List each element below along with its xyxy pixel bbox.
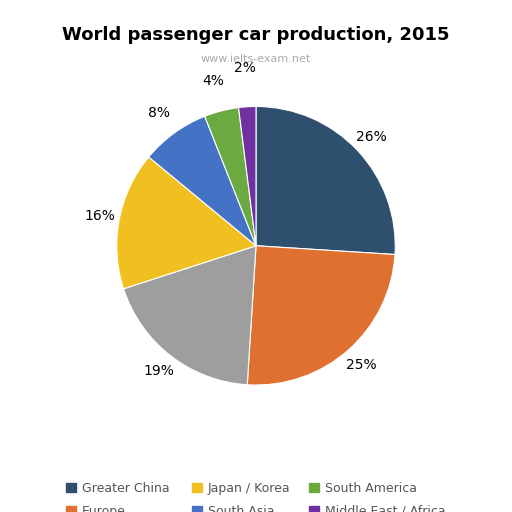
Wedge shape — [239, 106, 256, 246]
Text: 25%: 25% — [346, 358, 376, 372]
Wedge shape — [205, 108, 256, 246]
Legend: Greater China, Europe, North America, Japan / Korea, South Asia, South America, : Greater China, Europe, North America, Ja… — [61, 477, 451, 512]
Text: 16%: 16% — [84, 209, 116, 223]
Wedge shape — [148, 116, 256, 246]
Text: 8%: 8% — [148, 106, 170, 120]
Wedge shape — [247, 246, 395, 385]
Text: 4%: 4% — [203, 74, 225, 88]
Wedge shape — [256, 106, 395, 254]
Text: 2%: 2% — [234, 61, 256, 75]
Text: 26%: 26% — [356, 130, 387, 144]
Wedge shape — [123, 246, 256, 385]
Text: World passenger car production, 2015: World passenger car production, 2015 — [62, 26, 450, 44]
Text: www.ielts-exam.net: www.ielts-exam.net — [201, 54, 311, 64]
Wedge shape — [117, 157, 256, 289]
Text: 19%: 19% — [143, 364, 174, 378]
